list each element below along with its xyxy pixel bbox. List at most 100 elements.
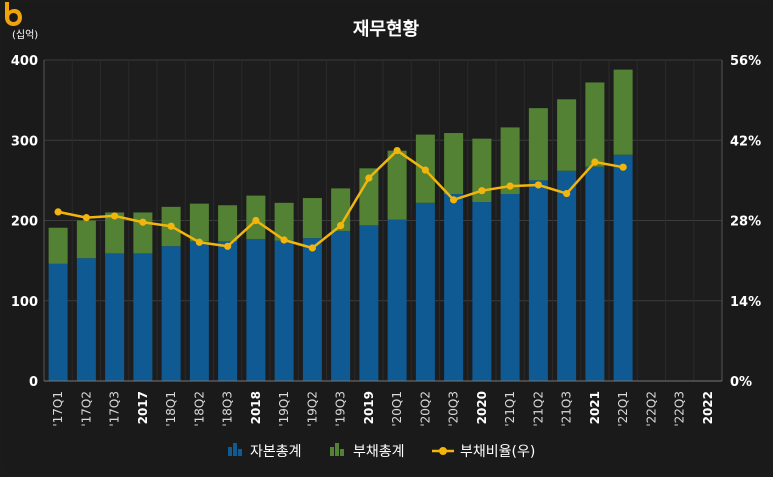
equity-bar: [557, 170, 577, 381]
x-tick-label: '17Q3: [108, 391, 122, 427]
y-tick-label: 400: [11, 54, 38, 69]
equity-bar: [133, 253, 153, 381]
liabilities-bar: [48, 227, 68, 264]
liabilities-bar: [302, 198, 322, 239]
ratio-point: [393, 146, 401, 155]
equity-bar: [500, 194, 520, 381]
x-tick-label: '20Q3: [447, 391, 461, 427]
liabilities-bar: [274, 202, 294, 241]
y2-tick-label: 42%: [730, 134, 761, 149]
equity-bar: [189, 241, 209, 381]
y2-tick-label: 56%: [730, 54, 761, 69]
equity-legend-icon: [233, 443, 237, 456]
liabilities-bar: [528, 108, 548, 181]
ratio-point: [308, 244, 316, 252]
y-axis-unit: (십억): [12, 29, 38, 41]
y-tick-label: 100: [11, 295, 38, 310]
x-tick-label: '20Q2: [418, 391, 432, 427]
ratio-point: [195, 238, 203, 246]
ratio-point: [534, 181, 542, 189]
ratio-point: [337, 222, 345, 230]
ratio-point: [252, 216, 260, 225]
liabilities-legend-icon: [335, 443, 339, 456]
liabilities-bar: [585, 82, 605, 167]
x-tick-label: '20Q1: [390, 391, 404, 427]
y-tick-label: 200: [11, 215, 38, 230]
equity-bar: [274, 240, 294, 381]
ratio-point: [563, 189, 571, 198]
legend-item-equity: 자본총계: [228, 443, 302, 460]
ratio-point: [139, 218, 147, 226]
equity-legend-icon: [228, 447, 232, 456]
liabilities-bar: [444, 133, 464, 195]
x-tick-label: '22Q3: [673, 391, 687, 427]
y2-tick-label: 0%: [730, 375, 752, 390]
equity-bar: [528, 180, 548, 381]
ratio-point: [506, 182, 514, 190]
y2-tick-label: 28%: [730, 215, 761, 230]
ratio-point: [224, 242, 232, 250]
x-tick-label: '21Q2: [531, 391, 545, 427]
liabilities-bar: [218, 205, 238, 242]
x-tick-label: 2018: [249, 391, 263, 424]
liabilities-bar: [387, 150, 407, 220]
ratio-point: [167, 222, 175, 230]
legend-label-ratio: 부채비율(우): [460, 444, 535, 460]
legend-item-ratio: 부채비율(우): [432, 444, 535, 460]
equity-bar: [613, 154, 633, 381]
x-tick-label: '21Q1: [503, 391, 517, 427]
equity-bar: [387, 219, 407, 381]
y-tick-label: 300: [11, 134, 38, 149]
liabilities-bar: [76, 220, 96, 259]
x-tick-label: '19Q1: [277, 391, 291, 427]
equity-bar: [302, 238, 322, 381]
x-tick-label: '18Q3: [221, 391, 235, 427]
x-tick-label: '22Q1: [616, 391, 630, 427]
equity-bar: [105, 253, 125, 381]
x-tick-label: '19Q2: [305, 391, 319, 427]
liabilities-bar: [500, 127, 520, 195]
x-tick-label: '17Q1: [51, 391, 65, 427]
ratio-point: [450, 196, 458, 204]
ratio-point: [111, 212, 119, 220]
ratio-point: [478, 187, 486, 195]
x-tick-label: '21Q3: [560, 391, 574, 427]
equity-bar: [359, 225, 379, 381]
liabilities-legend-icon: [330, 447, 334, 456]
liabilities-bar: [472, 138, 492, 203]
equity-bar: [48, 263, 68, 381]
liabilities-bar: [557, 99, 577, 171]
x-tick-label: '19Q3: [334, 391, 348, 427]
legend-item-liabilities: 부채총계: [330, 443, 405, 460]
x-tick-label: '18Q2: [192, 391, 206, 427]
legend: 자본총계 부채총계 부채비율(우): [228, 443, 535, 460]
liabilities-bar: [331, 188, 351, 231]
ratio-legend-marker: [439, 447, 447, 455]
x-tick-label: '17Q2: [79, 391, 93, 427]
ratio-point: [280, 236, 288, 244]
equity-bar: [246, 238, 266, 381]
liabilities-bar: [133, 212, 153, 254]
ratio-point: [591, 158, 599, 166]
x-tick-label: 2019: [362, 391, 376, 424]
x-tick-label: 2020: [475, 391, 489, 424]
chart-title: 재무현황: [353, 19, 420, 40]
b-logo-icon: [5, 2, 22, 26]
equity-legend-icon: [238, 449, 242, 456]
equity-bar: [161, 246, 181, 381]
equity-bar: [585, 166, 605, 381]
x-tick-label: '18Q1: [164, 391, 178, 427]
ratio-point: [82, 214, 90, 222]
ratio-point: [365, 174, 373, 182]
x-tick-label: 2022: [701, 391, 715, 424]
x-tick-label: 2021: [588, 391, 602, 424]
equity-bar: [444, 194, 464, 381]
legend-label-equity: 자본총계: [250, 444, 302, 460]
x-tick-label: 2017: [136, 391, 150, 424]
equity-bar: [415, 202, 435, 381]
y-tick-label: 0: [29, 375, 38, 390]
equity-bar: [472, 202, 492, 381]
axes: 0 100 200 300 400 0% 14% 28% 42% 56% '17Q1 '17Q2 '17…: [11, 54, 761, 427]
